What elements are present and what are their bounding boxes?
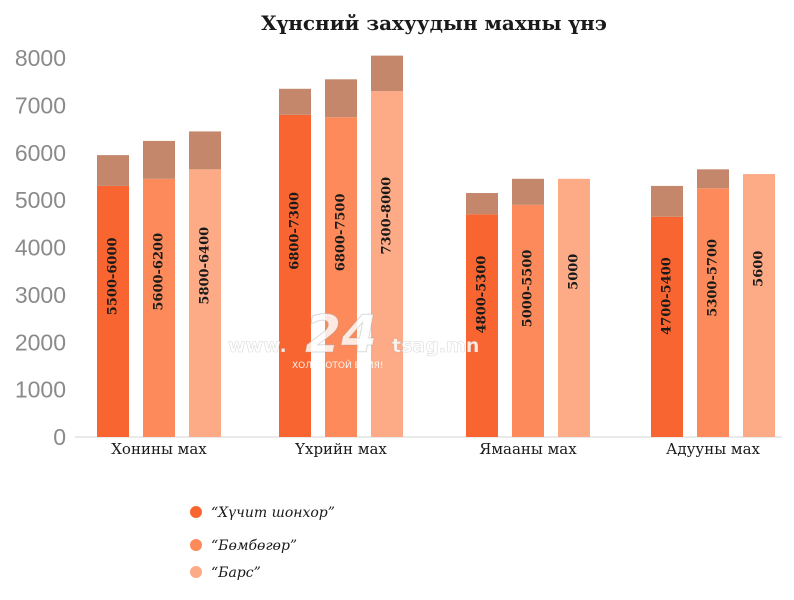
bar (143, 178, 175, 437)
bar-range-segment (97, 155, 129, 186)
watermark-tagline: ХОЛБООТОЙ БАЙЯ! (292, 359, 383, 371)
bar (189, 169, 221, 438)
data-label: 5000-5500 (521, 250, 536, 328)
bar (97, 185, 129, 437)
x-axis: Хонины мах Үхрийн мах Ямааны мах Адууны мах (111, 440, 760, 458)
data-label: 4700-5400 (660, 257, 675, 335)
data-label: 5000 (567, 254, 582, 290)
bar-range-segment (371, 55, 403, 92)
bar (325, 117, 357, 437)
y-tick-label: 8000 (15, 45, 66, 71)
y-axis: 0 1000 2000 3000 4000 5000 6000 7000 8000 (15, 45, 66, 450)
bar-range-segment (143, 140, 175, 179)
y-tick-label: 3000 (15, 282, 66, 308)
watermark-prefix: www. (228, 335, 287, 357)
bar-range-segment (279, 88, 311, 115)
data-label: 5300-5700 (706, 239, 721, 317)
legend-marker (190, 506, 202, 518)
y-tick-label: 7000 (15, 92, 66, 118)
bar-range-segment (325, 79, 357, 118)
legend-label: “Хүчит шонхор” (211, 505, 335, 521)
data-label: 6800-7500 (334, 193, 349, 271)
bar-range-segment (512, 178, 544, 205)
watermark-domain: tsag.mn (392, 335, 479, 357)
bar-range-segment (189, 131, 221, 170)
bars: 5500-6000 5600-6200 5800-6400 6800-7300 6800… (97, 55, 775, 438)
y-tick-label: 1000 (15, 377, 66, 403)
legend: “Хүчит шонхор” “Бөмбөгөр” “Барс” (190, 505, 335, 581)
bar (558, 178, 590, 437)
data-label: 5600 (752, 251, 767, 287)
bar (651, 216, 683, 437)
watermark-number: 24 (305, 305, 377, 365)
bar (371, 91, 403, 437)
data-label: 5800-6400 (198, 227, 213, 305)
legend-marker (190, 539, 202, 551)
y-tick-label: 0 (53, 424, 66, 450)
bar (279, 114, 311, 437)
legend-label: “Бөмбөгөр” (211, 538, 297, 554)
bar (466, 214, 498, 437)
bar (743, 174, 775, 437)
legend-marker (190, 566, 202, 578)
data-label: 6800-7300 (288, 192, 303, 270)
x-category-label: Хонины мах (111, 440, 207, 458)
x-category-label: Адууны мах (666, 440, 761, 458)
y-tick-label: 6000 (15, 140, 66, 166)
bar-range-segment (651, 185, 683, 217)
data-label: 5500-6000 (106, 237, 121, 315)
bar (512, 204, 544, 437)
bar-range-segment (697, 169, 729, 189)
y-tick-label: 5000 (15, 187, 66, 213)
watermark: www. 24 tsag.mn ХОЛБООТОЙ БАЙЯ! (228, 305, 480, 372)
legend-label: “Барс” (211, 565, 261, 581)
bar (697, 188, 729, 437)
data-label: 5600-6200 (152, 233, 167, 311)
bar-range-segment (466, 193, 498, 215)
x-category-label: Үхрийн мах (294, 440, 387, 458)
data-label: 4800-5300 (475, 256, 490, 334)
y-tick-label: 2000 (15, 329, 66, 355)
data-label: 7300-8000 (380, 177, 395, 255)
chart-title: Хүнсний захуудын махны үнэ (261, 11, 607, 35)
x-category-label: Ямааны мах (479, 440, 577, 458)
y-tick-label: 4000 (15, 235, 66, 261)
